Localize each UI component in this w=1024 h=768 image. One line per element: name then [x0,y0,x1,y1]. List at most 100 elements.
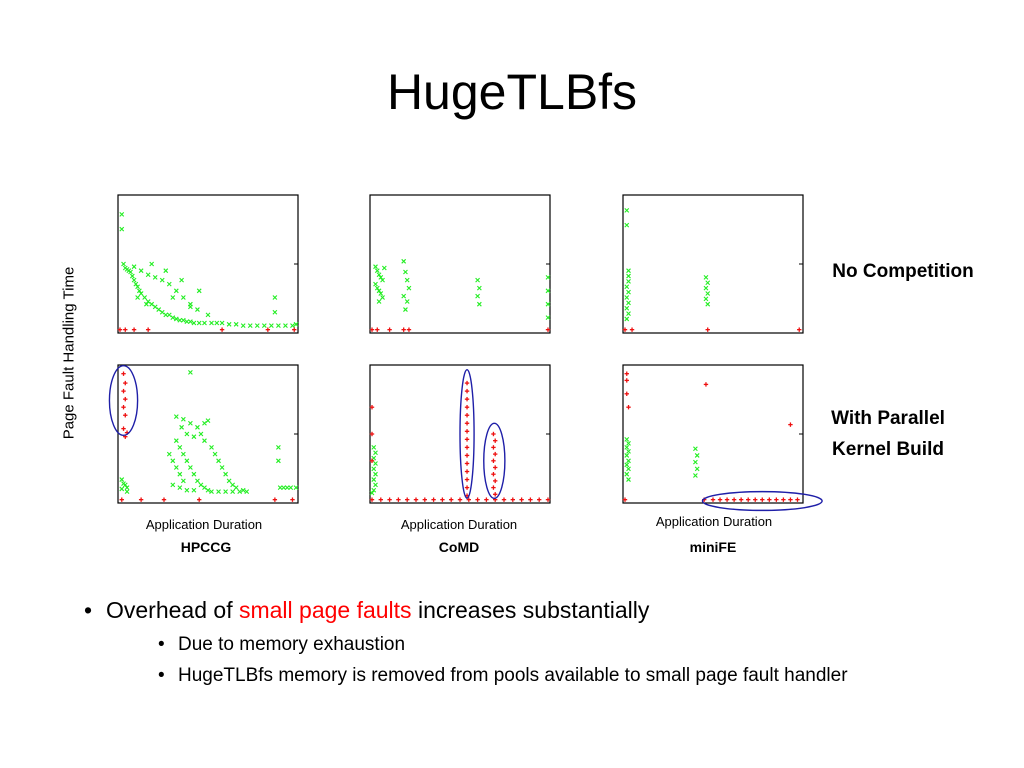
red-point [369,431,375,437]
red-point [406,327,412,332]
panel-minife-no-competition [622,194,804,334]
green-point-stroke [166,451,172,457]
green-point-stroke [180,451,186,457]
red-point [161,497,167,502]
green-point [545,315,551,320]
green-point [177,317,183,323]
green-point-stroke [373,281,378,287]
bullet-sub-2: HugeTLBfs memory is removed from pools a… [158,663,984,688]
green-point-stroke [209,445,214,450]
green-point [124,485,130,490]
green-point-stroke [283,323,288,329]
green-point [373,482,378,488]
green-point-stroke [624,295,630,300]
green-point [283,323,288,329]
green-point-stroke [122,482,128,488]
green-point [209,445,214,450]
green-point-stroke [195,478,200,484]
red-point [449,497,454,502]
green-point-stroke [373,471,378,477]
red-point [387,327,392,332]
green-point [624,284,630,290]
green-point [401,258,407,264]
green-point-stroke [406,285,412,291]
green-point-stroke [694,453,700,458]
green-point-stroke [624,453,630,458]
panel-frame [117,194,299,334]
green-point [195,478,200,484]
green-point [404,299,410,304]
green-point-stroke [173,316,179,322]
green-point [177,485,183,490]
red-point [493,438,498,443]
red-point [378,497,383,502]
green-point-stroke [152,304,158,310]
green-point-stroke [376,299,382,304]
red-point [622,497,628,502]
green-point [369,490,375,496]
green-point-stroke [693,446,698,452]
green-point [121,261,126,267]
red-point [545,497,551,502]
green-point [135,295,140,300]
green-point-stroke [545,315,551,320]
green-point [705,280,711,286]
green-point-stroke [624,208,630,213]
red-point [629,327,635,332]
green-point-stroke [159,277,165,283]
red-point [528,497,533,502]
red-point [121,388,126,394]
green-point-stroke [373,450,378,456]
green-point-stroke [240,323,246,329]
green-point-stroke [240,487,246,493]
green-point-stroke [177,485,183,490]
red-point [123,396,128,402]
panel-comd-no-competition [369,194,551,334]
red-point [475,497,480,502]
red-point [197,497,202,502]
green-point [703,285,709,291]
green-point [198,482,204,488]
green-point [703,275,709,280]
green-point [237,489,243,495]
green-point-stroke [290,323,295,329]
red-point [493,492,498,497]
green-point-stroke [374,268,380,274]
green-point [545,301,551,307]
red-point [493,451,498,457]
green-point [128,269,133,275]
red-point [413,497,419,502]
green-point [626,311,631,316]
red-point [431,497,436,502]
green-point-stroke [281,485,287,490]
green-point-stroke [219,465,225,470]
green-point [136,288,142,294]
green-point-stroke [624,445,630,450]
red-point [510,497,515,502]
green-point-stroke [624,305,630,311]
green-point-stroke [195,424,200,430]
red-point [396,497,401,502]
red-point [788,497,793,502]
green-point-stroke [624,284,630,290]
green-point [184,319,190,325]
green-point-stroke [184,458,190,464]
green-point-stroke [626,311,631,316]
green-point [180,478,186,484]
green-point [371,445,377,450]
green-point-stroke [142,295,148,300]
red-point [781,497,786,502]
green-point [261,323,267,329]
red-point [626,405,631,410]
green-point [223,489,228,495]
green-point-stroke [202,485,207,490]
green-point-stroke [191,434,197,440]
red-point [493,465,498,470]
green-point-stroke [223,471,228,477]
red-point [493,478,498,484]
red-point [464,388,470,394]
red-point [145,327,151,332]
green-point-stroke [138,291,144,296]
panel-frame [622,364,804,504]
green-point [149,301,155,307]
